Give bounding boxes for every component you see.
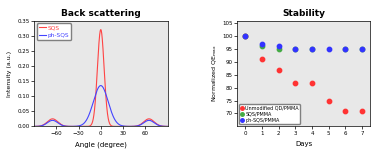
ph-SQS [161, 125, 166, 127]
SQS [32, 125, 36, 127]
ph-SQS [97, 86, 101, 88]
SQS [98, 29, 103, 30]
Legend: Unmodified QD/PMMA, SQS/PMMA, ph-SQS/PMMA: Unmodified QD/PMMA, SQS/PMMA, ph-SQS/PMM… [239, 104, 300, 124]
Line: ph-SQS: ph-SQS [34, 86, 167, 126]
ph-SQS [165, 125, 170, 127]
ph-SQS/PMMA [342, 48, 349, 50]
ph-SQS/PMMA [242, 35, 248, 37]
Unmodified QD/PMMA [292, 81, 298, 84]
ph-SQS [137, 124, 141, 126]
Unmodified QD/PMMA [326, 99, 332, 102]
ph-SQS/PMMA [326, 48, 332, 50]
SQS/PMMA [342, 48, 349, 50]
SQS [93, 99, 98, 101]
ph-SQS [161, 125, 166, 127]
Title: Back scattering: Back scattering [61, 9, 141, 18]
Y-axis label: Normalized QE$_{\mathrm{max}}$: Normalized QE$_{\mathrm{max}}$ [211, 45, 220, 102]
SQS/PMMA [292, 48, 298, 50]
SQS [97, 42, 101, 44]
SQS/PMMA [242, 35, 248, 37]
ph-SQS [39, 125, 43, 127]
Legend: SQS, ph-SQS: SQS, ph-SQS [37, 23, 71, 40]
SQS/PMMA [276, 48, 282, 50]
ph-SQS [32, 125, 36, 127]
SQS/PMMA [309, 48, 315, 50]
SQS [165, 125, 170, 127]
Unmodified QD/PMMA [259, 58, 265, 61]
Unmodified QD/PMMA [359, 110, 365, 112]
ph-SQS/PMMA [276, 45, 282, 48]
Unmodified QD/PMMA [342, 110, 349, 112]
SQS [118, 125, 123, 127]
Y-axis label: Intensity (a.u.): Intensity (a.u.) [7, 50, 12, 97]
X-axis label: Days: Days [295, 141, 312, 147]
ph-SQS/PMMA [292, 48, 298, 50]
ph-SQS/PMMA [359, 48, 365, 50]
ph-SQS/PMMA [259, 43, 265, 45]
Unmodified QD/PMMA [242, 35, 248, 37]
SQS [161, 125, 166, 127]
SQS [39, 125, 43, 127]
Unmodified QD/PMMA [309, 81, 315, 84]
SQS/PMMA [359, 48, 365, 50]
ph-SQS [98, 85, 103, 87]
SQS [161, 125, 166, 127]
X-axis label: Angle (degree): Angle (degree) [75, 141, 127, 148]
SQS/PMMA [259, 45, 265, 48]
SQS [137, 124, 141, 126]
ph-SQS/PMMA [309, 48, 315, 50]
Title: Stability: Stability [282, 9, 325, 18]
ph-SQS [93, 94, 98, 96]
Unmodified QD/PMMA [276, 68, 282, 71]
Line: SQS: SQS [34, 30, 167, 126]
